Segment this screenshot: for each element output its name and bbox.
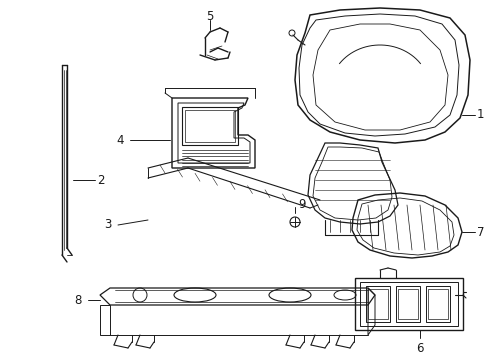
Text: 5: 5: [206, 9, 214, 22]
Text: 4: 4: [117, 134, 124, 147]
Bar: [368, 289, 388, 319]
Bar: [428, 289, 448, 319]
Bar: [366, 286, 390, 322]
Text: 3: 3: [105, 219, 112, 231]
Text: 9: 9: [298, 198, 305, 211]
Text: 7: 7: [477, 225, 485, 238]
Bar: [185, 110, 235, 142]
Bar: [182, 107, 238, 145]
Bar: [396, 286, 420, 322]
Bar: [398, 289, 418, 319]
Text: 2: 2: [97, 174, 104, 186]
Text: 8: 8: [74, 293, 82, 306]
Bar: [426, 286, 450, 322]
Text: 1: 1: [477, 108, 485, 122]
Bar: [355, 278, 463, 330]
Bar: [360, 282, 458, 326]
Text: 6: 6: [416, 342, 424, 355]
